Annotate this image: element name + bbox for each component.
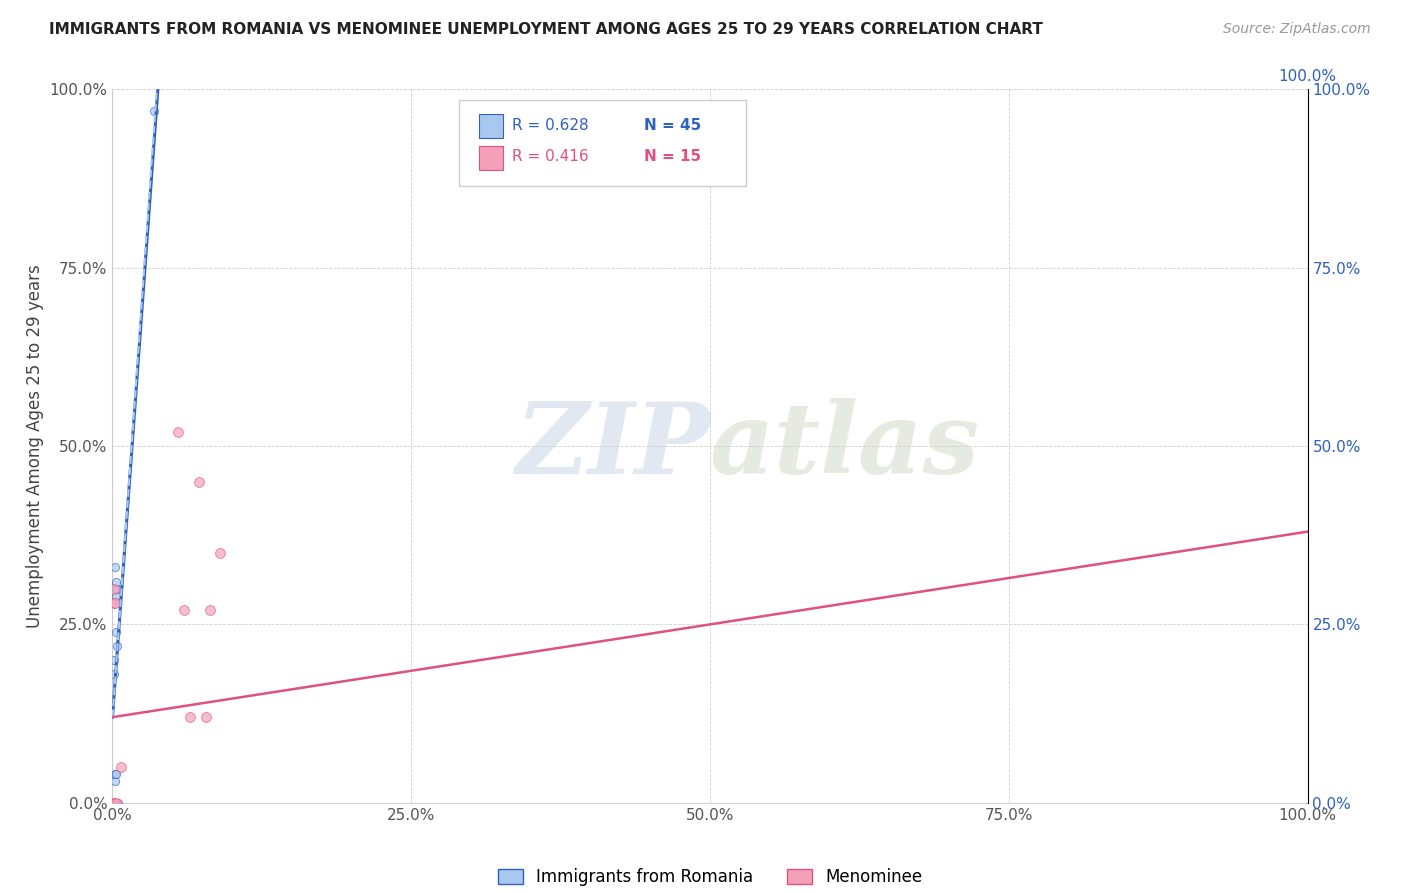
Point: [103, 796, 125, 810]
Point: [103, 796, 125, 810]
Point: [104, 596, 127, 610]
Legend: Immigrants from Romania, Menominee: Immigrants from Romania, Menominee: [491, 861, 929, 892]
Point: [209, 546, 232, 560]
Text: R = 0.628: R = 0.628: [512, 118, 588, 133]
FancyBboxPatch shape: [479, 145, 503, 169]
Point: [104, 774, 127, 789]
Point: [103, 796, 125, 810]
Point: [103, 796, 125, 810]
Point: [104, 767, 127, 781]
Text: IMMIGRANTS FROM ROMANIA VS MENOMINEE UNEMPLOYMENT AMONG AGES 25 TO 29 YEARS CORR: IMMIGRANTS FROM ROMANIA VS MENOMINEE UNE…: [49, 22, 1043, 37]
Point: [105, 624, 128, 639]
Point: [103, 796, 125, 810]
Point: [105, 582, 128, 596]
Point: [104, 796, 127, 810]
Point: [179, 710, 201, 724]
Point: [103, 796, 125, 810]
Point: [107, 796, 129, 810]
Point: [104, 560, 127, 574]
Point: [110, 760, 132, 774]
Point: [104, 796, 127, 810]
Point: [103, 796, 125, 810]
Point: [103, 796, 125, 810]
Point: [103, 796, 125, 810]
Text: ZIP: ZIP: [515, 398, 710, 494]
FancyBboxPatch shape: [458, 100, 747, 186]
Point: [105, 639, 128, 653]
Point: [103, 796, 125, 810]
Point: [103, 596, 125, 610]
Point: [103, 796, 125, 810]
Point: [105, 796, 128, 810]
Text: N = 45: N = 45: [644, 118, 702, 133]
Point: [103, 796, 125, 810]
Point: [200, 603, 222, 617]
Text: R = 0.416: R = 0.416: [512, 150, 588, 164]
Point: [103, 796, 125, 810]
Point: [103, 796, 125, 810]
Point: [103, 796, 125, 810]
Point: [103, 653, 125, 667]
Point: [167, 425, 190, 439]
Point: [103, 796, 125, 810]
Point: [143, 103, 166, 118]
Point: [103, 796, 125, 810]
Point: [103, 796, 125, 810]
Point: [103, 796, 125, 810]
Point: [103, 667, 125, 681]
Point: [103, 796, 125, 810]
Point: [103, 796, 125, 810]
Point: [103, 796, 125, 810]
Point: [103, 796, 125, 810]
Text: atlas: atlas: [710, 398, 980, 494]
Point: [103, 582, 125, 596]
Point: [103, 796, 125, 810]
Point: [103, 796, 125, 810]
Point: [103, 796, 125, 810]
Point: [103, 796, 125, 810]
FancyBboxPatch shape: [479, 114, 503, 138]
Point: [105, 589, 128, 603]
Point: [105, 574, 128, 589]
Point: [103, 796, 125, 810]
Point: [103, 796, 125, 810]
Point: [194, 710, 217, 724]
Point: [103, 796, 125, 810]
Point: [187, 475, 209, 489]
Point: [103, 796, 125, 810]
Y-axis label: Unemployment Among Ages 25 to 29 years: Unemployment Among Ages 25 to 29 years: [27, 264, 44, 628]
Point: [103, 796, 125, 810]
Point: [105, 767, 128, 781]
Text: Source: ZipAtlas.com: Source: ZipAtlas.com: [1223, 22, 1371, 37]
Point: [103, 796, 125, 810]
Text: N = 15: N = 15: [644, 150, 702, 164]
Point: [173, 603, 195, 617]
